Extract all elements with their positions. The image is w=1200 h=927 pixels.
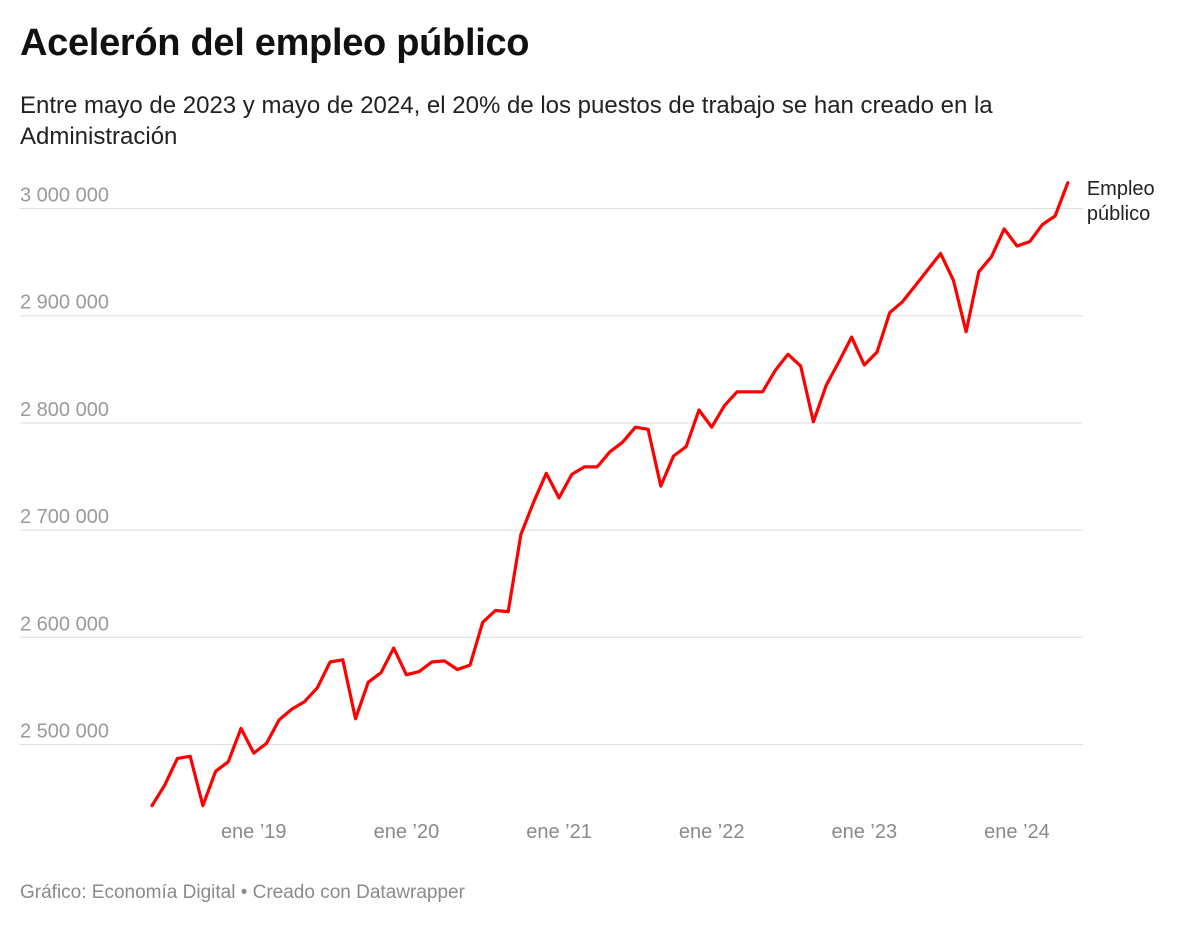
source-credit: Gráfico: Economía Digital • Creado con D… <box>20 882 465 903</box>
line-chart: 2 500 000 2 600 000 2 700 000 2 800 000 2 90… <box>20 178 1155 843</box>
series-label-line: Empleo <box>1087 178 1155 200</box>
y-tick-label: 2 700 000 <box>20 506 109 528</box>
x-tick-label: ene ’21 <box>526 821 592 843</box>
x-tick-label: ene ’22 <box>679 821 745 843</box>
y-tick-label: 2 600 000 <box>20 613 109 635</box>
y-tick-label: 2 500 000 <box>20 721 109 743</box>
y-tick-label: 2 800 000 <box>20 399 109 421</box>
x-tick-label: ene ’19 <box>221 821 287 843</box>
chart-title: Acelerón del empleo público <box>20 22 530 64</box>
y-tick-label: 2 900 000 <box>20 292 109 314</box>
chart-subtitle: Entre mayo de 2023 y mayo de 2024, el 20… <box>20 92 993 150</box>
x-tick-label: ene ’20 <box>374 821 440 843</box>
x-tick-label: ene ’23 <box>832 821 898 843</box>
y-tick-label: 3 000 000 <box>20 185 109 207</box>
x-tick-label: ene ’24 <box>984 821 1050 843</box>
series-line <box>150 181 1070 808</box>
series-label-line: público <box>1087 203 1150 225</box>
series-label: Empleo público <box>1087 178 1155 225</box>
